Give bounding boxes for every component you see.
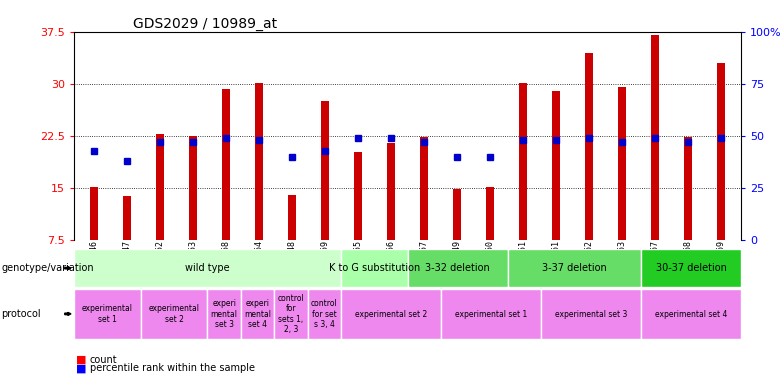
Text: control
for
sets 1,
2, 3: control for sets 1, 2, 3: [278, 294, 304, 334]
Text: K to G substitution: K to G substitution: [328, 263, 420, 273]
Bar: [189, 136, 197, 240]
Text: percentile rank within the sample: percentile rank within the sample: [90, 363, 255, 373]
Text: count: count: [90, 355, 117, 365]
Bar: [441, 289, 541, 339]
Bar: [222, 90, 230, 240]
Bar: [90, 187, 98, 240]
Text: ■: ■: [76, 355, 87, 365]
Text: experi
mental
set 3: experi mental set 3: [211, 299, 238, 329]
Bar: [420, 136, 428, 240]
Text: 3-32 deletion: 3-32 deletion: [425, 263, 490, 273]
Bar: [641, 249, 741, 287]
Bar: [122, 196, 131, 240]
Bar: [321, 101, 329, 240]
Text: genotype/variation: genotype/variation: [2, 263, 94, 273]
Text: experimental set 1: experimental set 1: [455, 310, 527, 319]
Bar: [684, 136, 693, 240]
Bar: [541, 289, 641, 339]
Bar: [585, 53, 594, 240]
Bar: [341, 289, 441, 339]
Bar: [387, 143, 395, 240]
Bar: [207, 289, 241, 339]
Bar: [618, 87, 626, 240]
Text: experimental set 4: experimental set 4: [654, 310, 727, 319]
Text: experimental set 3: experimental set 3: [555, 310, 627, 319]
Bar: [274, 289, 307, 339]
Bar: [74, 249, 341, 287]
Text: experimental
set 1: experimental set 1: [82, 304, 133, 324]
Text: wild type: wild type: [185, 263, 230, 273]
Text: GDS2029 / 10989_at: GDS2029 / 10989_at: [133, 17, 277, 31]
Bar: [407, 249, 508, 287]
Bar: [255, 83, 263, 240]
Bar: [74, 289, 140, 339]
Bar: [453, 189, 461, 240]
Bar: [354, 152, 362, 240]
Text: ■: ■: [76, 363, 87, 373]
Bar: [156, 134, 164, 240]
Bar: [288, 195, 296, 240]
Bar: [307, 289, 341, 339]
Bar: [552, 91, 560, 240]
Text: experimental
set 2: experimental set 2: [149, 304, 200, 324]
Bar: [486, 187, 495, 240]
Bar: [341, 249, 407, 287]
Bar: [519, 83, 527, 240]
Text: experi
mental
set 4: experi mental set 4: [244, 299, 271, 329]
Text: protocol: protocol: [2, 309, 41, 319]
Bar: [717, 63, 725, 240]
Text: 30-37 deletion: 30-37 deletion: [655, 263, 726, 273]
Bar: [641, 289, 741, 339]
Bar: [241, 289, 274, 339]
Bar: [140, 289, 207, 339]
Text: experimental set 2: experimental set 2: [355, 310, 427, 319]
Bar: [651, 35, 659, 240]
Bar: [508, 249, 641, 287]
Text: control
for set
s 3, 4: control for set s 3, 4: [310, 299, 338, 329]
Text: 3-37 deletion: 3-37 deletion: [542, 263, 607, 273]
